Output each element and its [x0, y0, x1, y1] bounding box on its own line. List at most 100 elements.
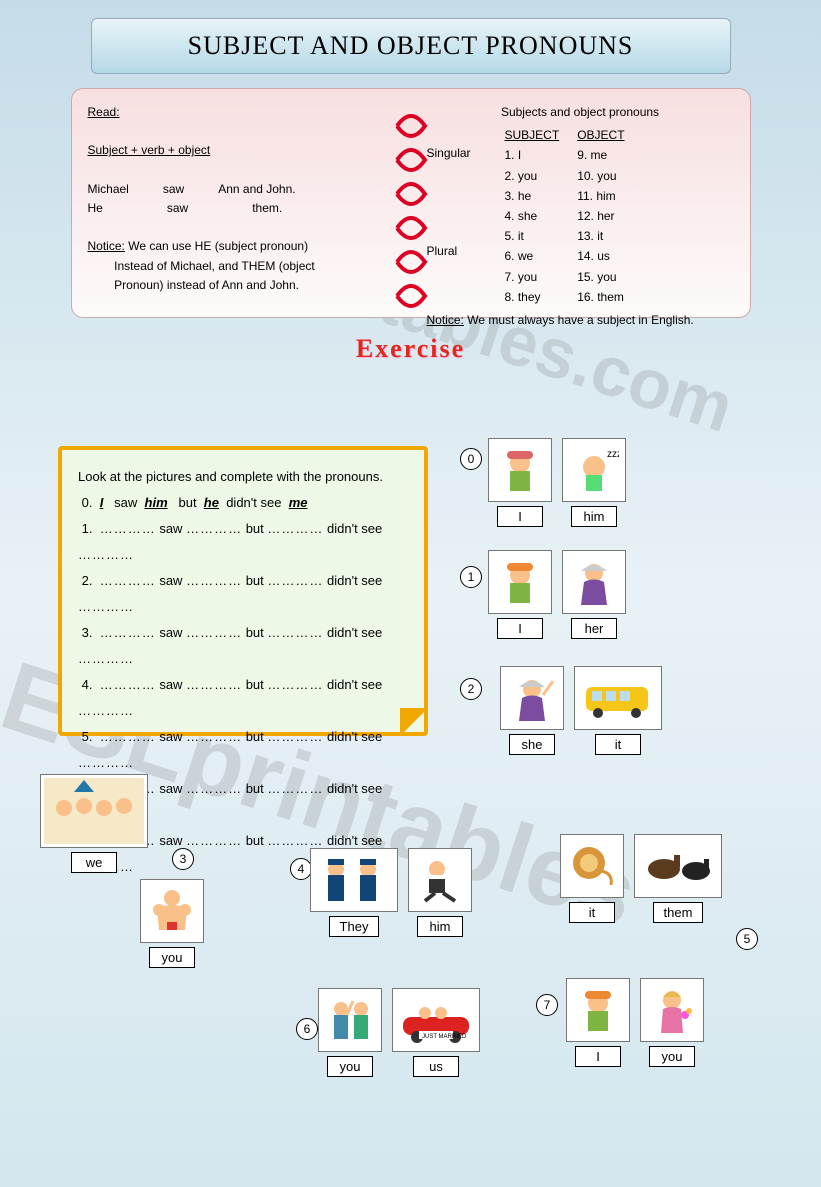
- pronoun-label: They: [329, 916, 380, 937]
- blank[interactable]: …………: [100, 521, 156, 536]
- pronoun-label: him: [571, 506, 617, 527]
- picture-pair-6: you JUST MARRIED us: [318, 988, 480, 1077]
- blank[interactable]: …………: [267, 625, 323, 640]
- pair-number-6: 6: [296, 1018, 318, 1040]
- ex1-object: Ann and John.: [218, 180, 295, 199]
- subj-item: 5. it: [505, 227, 560, 246]
- saw: saw: [114, 495, 137, 510]
- worksheet-line: 5. ………… saw ………… but ………… didn't see …………: [78, 724, 408, 776]
- blank[interactable]: …………: [267, 781, 323, 796]
- ring-icon: [391, 146, 431, 174]
- worksheet-instruction: Look at the pictures and complete with t…: [78, 464, 408, 490]
- beach-group-icon: [40, 774, 148, 848]
- didnt: didn't see: [327, 781, 382, 796]
- obj-item: 14. us: [577, 247, 624, 266]
- notice-block: Notice: We can use HE (subject pronoun) …: [88, 237, 395, 295]
- but: but: [178, 495, 196, 510]
- blank[interactable]: …………: [78, 755, 134, 770]
- worksheet-box: Look at the pictures and complete with t…: [58, 446, 428, 736]
- lion-icon: [560, 834, 624, 898]
- ex2-object: them.: [252, 199, 282, 218]
- saw: saw: [159, 573, 182, 588]
- notice-text-2: Instead of Michael, and THEM (object: [114, 259, 315, 273]
- subj-item: 6. we: [505, 247, 560, 266]
- pronoun-label: she: [509, 734, 555, 755]
- blank[interactable]: …………: [100, 729, 156, 744]
- blank[interactable]: …………: [267, 677, 323, 692]
- blank[interactable]: …………: [186, 573, 242, 588]
- pronoun-label: we: [71, 852, 117, 873]
- worksheet-line: 1. ………… saw ………… but ………… didn't see …………: [78, 516, 408, 568]
- right-notice: Notice: We must always have a subject in…: [427, 311, 734, 330]
- page-title: SUBJECT AND OBJECT PRONOUNS: [91, 18, 731, 74]
- picture-pair-1: I her: [488, 550, 626, 639]
- boy-icon: [488, 438, 552, 502]
- picture-card: I: [566, 978, 630, 1067]
- picture-card: you: [140, 879, 204, 968]
- blank[interactable]: …………: [267, 573, 323, 588]
- blank[interactable]: …………: [186, 625, 242, 640]
- pronoun-label: I: [575, 1046, 621, 1067]
- plural-label: Plural: [427, 242, 487, 261]
- blank[interactable]: …………: [78, 599, 134, 614]
- ans0a: I: [100, 495, 104, 510]
- but: but: [246, 729, 264, 744]
- svg-text:JUST MARRIED: JUST MARRIED: [422, 1034, 467, 1040]
- picture-card: I: [488, 438, 552, 527]
- girl-flowers-icon: [640, 978, 704, 1042]
- picture-card: They: [310, 848, 398, 937]
- but: but: [246, 781, 264, 796]
- didnt: didn't see: [226, 495, 281, 510]
- didnt: didn't see: [327, 677, 382, 692]
- book-right-page: Subjects and object pronouns Singular Pl…: [411, 88, 751, 318]
- didnt: didn't see: [327, 729, 382, 744]
- blank[interactable]: …………: [186, 729, 242, 744]
- ring-icon: [391, 282, 431, 310]
- subj-item: 2. you: [505, 167, 560, 186]
- blank[interactable]: …………: [267, 729, 323, 744]
- picture-card: you: [318, 988, 382, 1077]
- blank[interactable]: …………: [78, 703, 134, 718]
- blank[interactable]: …………: [267, 833, 323, 848]
- subject-header: SUBJECT: [505, 126, 560, 145]
- two-men-waving-icon: [318, 988, 382, 1052]
- ring-icon: [391, 180, 431, 208]
- blank[interactable]: …………: [100, 625, 156, 640]
- notice-label: Notice:: [427, 313, 464, 327]
- blank[interactable]: …………: [78, 547, 134, 562]
- picture-card: you: [640, 978, 704, 1067]
- svg-text:zzz: zzz: [607, 449, 619, 460]
- picture-card: her: [562, 550, 626, 639]
- police-men-icon: [310, 848, 398, 912]
- pronoun-label: you: [149, 947, 195, 968]
- picture-pair-2: she it: [500, 666, 662, 755]
- old-woman-icon: [562, 550, 626, 614]
- picture-card: it: [560, 834, 624, 923]
- pronoun-label: it: [595, 734, 641, 755]
- blank[interactable]: …………: [100, 677, 156, 692]
- subj-item: 1. I: [505, 146, 560, 165]
- but: but: [246, 833, 264, 848]
- picture-pair-5: it them: [560, 834, 722, 923]
- blank[interactable]: …………: [267, 521, 323, 536]
- blank[interactable]: …………: [186, 677, 242, 692]
- subj-item: 4. she: [505, 207, 560, 226]
- picture-card: she: [500, 666, 564, 755]
- blank[interactable]: …………: [186, 521, 242, 536]
- right-heading: Subjects and object pronouns: [427, 103, 734, 122]
- singular-label: Singular: [427, 144, 487, 163]
- pair-number-2: 2: [460, 678, 482, 700]
- picture-pair-4: They him: [310, 848, 472, 937]
- notice-text: We must always have a subject in English…: [467, 313, 694, 327]
- obj-item: 16. them: [577, 288, 624, 307]
- blank[interactable]: …………: [78, 651, 134, 666]
- worksheet-line-0: 0. I saw him but he didn't see me: [78, 490, 408, 516]
- saw: saw: [159, 729, 182, 744]
- ans0c: he: [204, 495, 219, 510]
- notice-label: Notice:: [88, 239, 125, 253]
- saw: saw: [159, 677, 182, 692]
- boy-icon: [488, 550, 552, 614]
- blank[interactable]: …………: [100, 573, 156, 588]
- man-sleeping-icon: zzz: [562, 438, 626, 502]
- ans0d: me: [289, 495, 308, 510]
